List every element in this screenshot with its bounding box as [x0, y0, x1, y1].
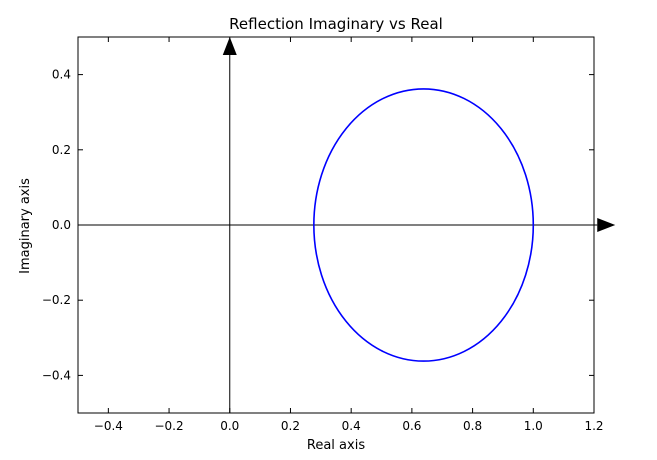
x-tick-label: 0.4 [342, 419, 361, 433]
y-tick-label: −0.2 [42, 293, 71, 307]
x-tick-label: 0.0 [220, 419, 239, 433]
y-ticks: 0.4 0.2 0.0 −0.2 −0.4 [42, 68, 594, 382]
chart-title: Reflection Imaginary vs Real [229, 15, 443, 33]
y-tick-label: 0.4 [52, 68, 71, 82]
x-ticks: −0.4 −0.2 0.0 0.2 0.4 0.6 0.8 1.0 1.2 [94, 37, 604, 433]
x-tick-label: 0.8 [463, 419, 482, 433]
reflection-curve [313, 88, 535, 362]
real-axis-arrowhead [597, 218, 616, 232]
y-axis-title: Imaginary axis [18, 178, 33, 274]
annotation-layer [78, 37, 616, 413]
x-tick-label: 0.6 [402, 419, 421, 433]
series-layer [313, 88, 535, 362]
imaginary-axis-arrowhead [222, 37, 237, 55]
y-tick-label: −0.4 [42, 368, 71, 382]
y-tick-label: 0.0 [52, 218, 71, 232]
x-axis-title: Real axis [307, 438, 365, 453]
x-tick-label: −0.2 [154, 419, 183, 433]
x-tick-label: −0.4 [94, 419, 123, 433]
x-tick-label: 0.2 [281, 419, 300, 433]
x-tick-label: 1.2 [584, 419, 603, 433]
y-tick-label: 0.2 [52, 143, 71, 157]
x-tick-label: 1.0 [524, 419, 543, 433]
